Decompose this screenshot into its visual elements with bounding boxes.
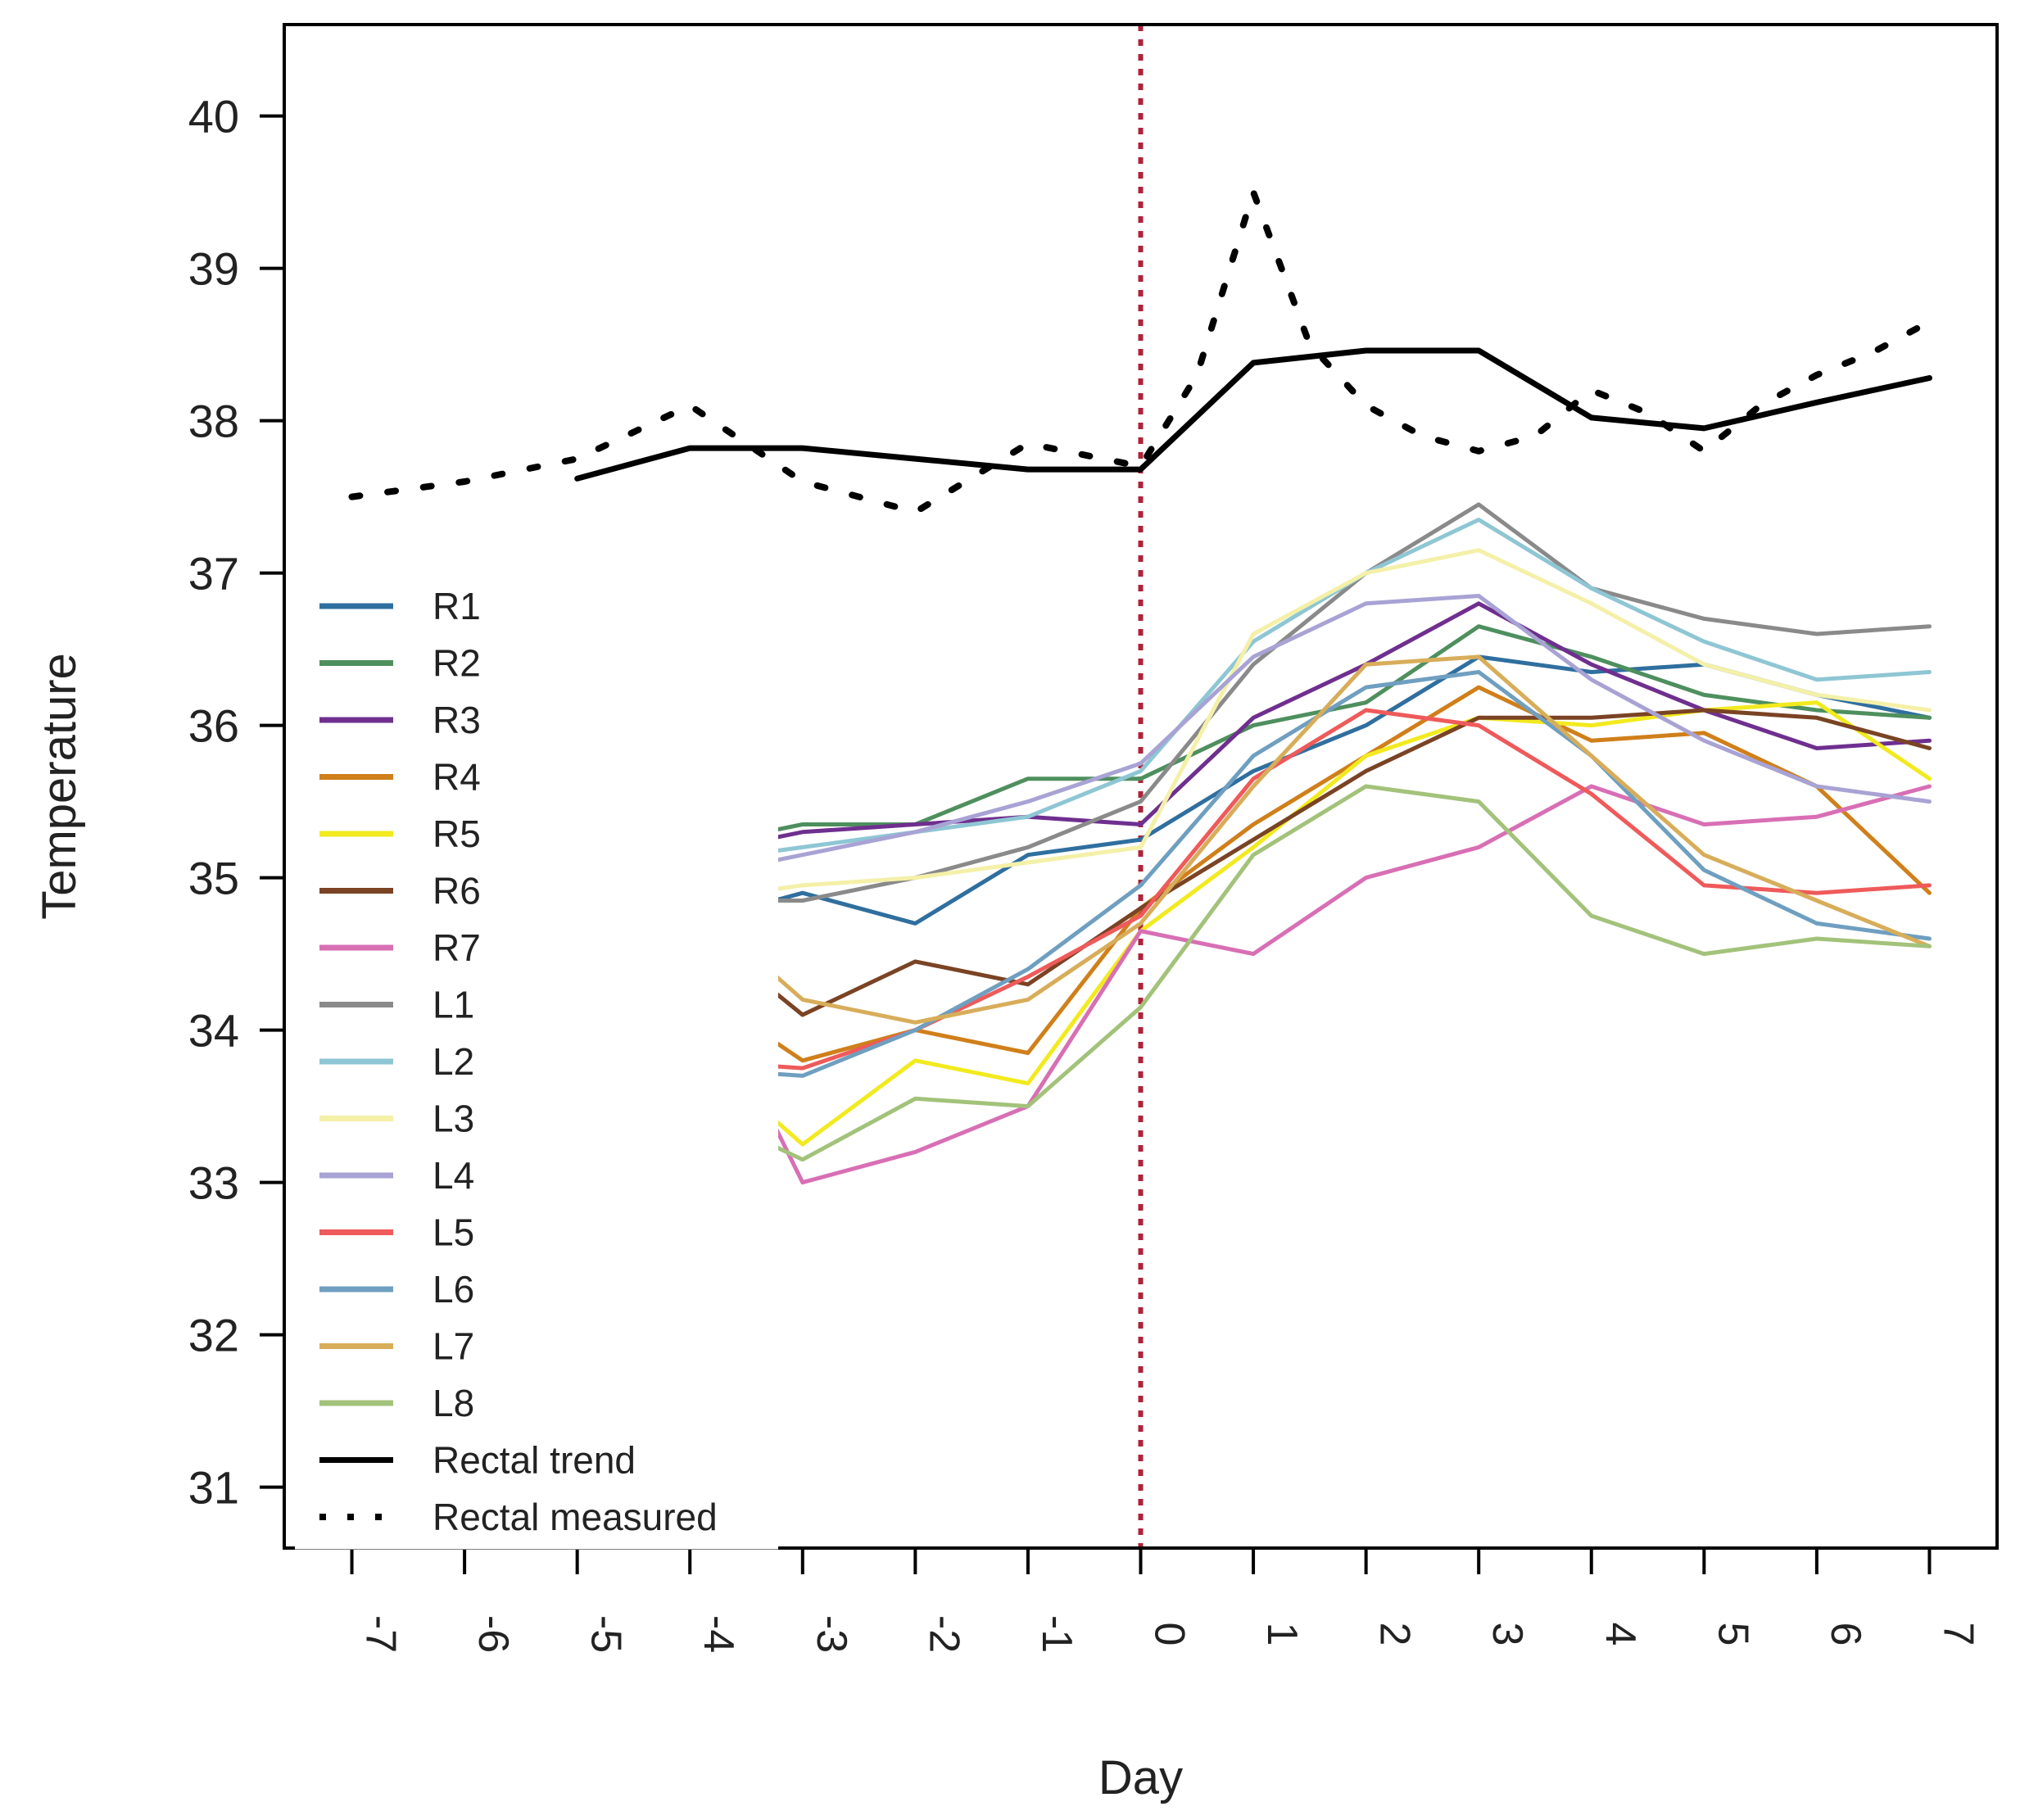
series-line-r4 [575,685,1932,1063]
y-tick-label: 33 [188,1157,239,1209]
y-tick-label: 34 [188,1005,239,1057]
legend-label: R7 [433,926,481,969]
series-line-l1 [575,502,1932,903]
legend-label: Rectal measured [433,1496,718,1538]
series-line-l2 [575,518,1932,881]
legend-item: Rectal measured [319,1496,718,1538]
legend-label: R2 [433,642,481,685]
series-line-l8 [575,784,1932,1162]
x-tick-label: 7 [1934,1623,1982,1646]
y-tick-label: 32 [188,1310,239,1361]
x-tick-label: 4 [1597,1623,1644,1646]
y-tick-label: 36 [188,700,239,752]
legend-item: R7 [319,926,481,969]
legend-label: R3 [433,699,481,741]
legend-label: L4 [433,1154,474,1197]
legend-label: L6 [433,1268,474,1311]
y-axis-title: Temperature [33,653,86,920]
legend-label: L7 [433,1325,474,1368]
legend-item: L1 [319,984,474,1026]
y-tick-label: 37 [188,548,239,600]
legend-label: L2 [433,1040,474,1083]
legend-item: L6 [319,1268,474,1311]
x-tick-label: -6 [469,1615,517,1653]
x-tick-label: 1 [1258,1623,1306,1646]
series-line-l5 [575,708,1932,1071]
series-line-r7 [575,784,1932,1185]
legend: R1 R2 R3 R4 R5 R6 R7 L1 L2 L3 L4 L5 L6 L7 L8 Rectal tre… [295,573,778,1550]
legend-item: L7 [319,1325,474,1368]
legend-item: Rectal trend [319,1439,636,1482]
series-line-l6 [575,670,1932,1078]
legend-label: R1 [433,585,481,627]
legend-item: L3 [319,1098,474,1140]
series-line-r2 [575,624,1932,849]
legend-label: L8 [433,1382,474,1424]
x-tick-label: 5 [1709,1623,1756,1646]
y-tick-label: 31 [188,1462,239,1514]
legend-label: L1 [433,984,474,1026]
x-tick-label: -4 [695,1615,742,1653]
series-line-l4 [575,594,1932,888]
legend-item: R5 [319,813,481,855]
legend-item: L8 [319,1382,474,1424]
legend-label: L5 [433,1211,474,1254]
x-tick-label: -5 [582,1615,630,1653]
plot-area [348,25,1933,1548]
legend-label: R6 [433,870,481,912]
x-tick-label: -1 [1033,1615,1080,1653]
series-line-r6 [575,708,1932,1017]
legend-item: R2 [319,642,481,685]
x-axis-title: Day [1098,1751,1183,1804]
x-tick-label: 2 [1371,1623,1419,1646]
series-line-r5 [575,700,1932,1147]
series-line-rectal-trend [574,347,1932,482]
y-tick-label: 35 [188,853,239,904]
x-tick-label: -3 [808,1615,855,1653]
legend-item: R4 [319,756,481,799]
legend-item: L4 [319,1154,474,1197]
y-tick-label: 39 [188,243,239,295]
y-tick-label: 40 [188,91,239,143]
legend-label: R4 [433,756,481,799]
legend-item: R3 [319,699,481,741]
legend-item: L5 [319,1211,474,1254]
x-tick-label: -7 [357,1615,405,1653]
legend-item: R1 [319,585,481,627]
x-tick-label: 6 [1822,1623,1869,1646]
y-tick-label: 38 [188,396,239,447]
legend-label: L3 [433,1098,474,1140]
x-tick-label: 3 [1483,1623,1531,1646]
x-tick-label: 0 [1146,1623,1193,1646]
x-tick-label: -2 [920,1615,967,1653]
series-line-l7 [575,654,1932,1025]
legend-label: R5 [433,813,481,855]
legend-item: L2 [319,1040,474,1083]
series-line-l3 [575,548,1932,903]
legend-item: R6 [319,870,481,912]
legend-label: Rectal trend [433,1439,636,1482]
